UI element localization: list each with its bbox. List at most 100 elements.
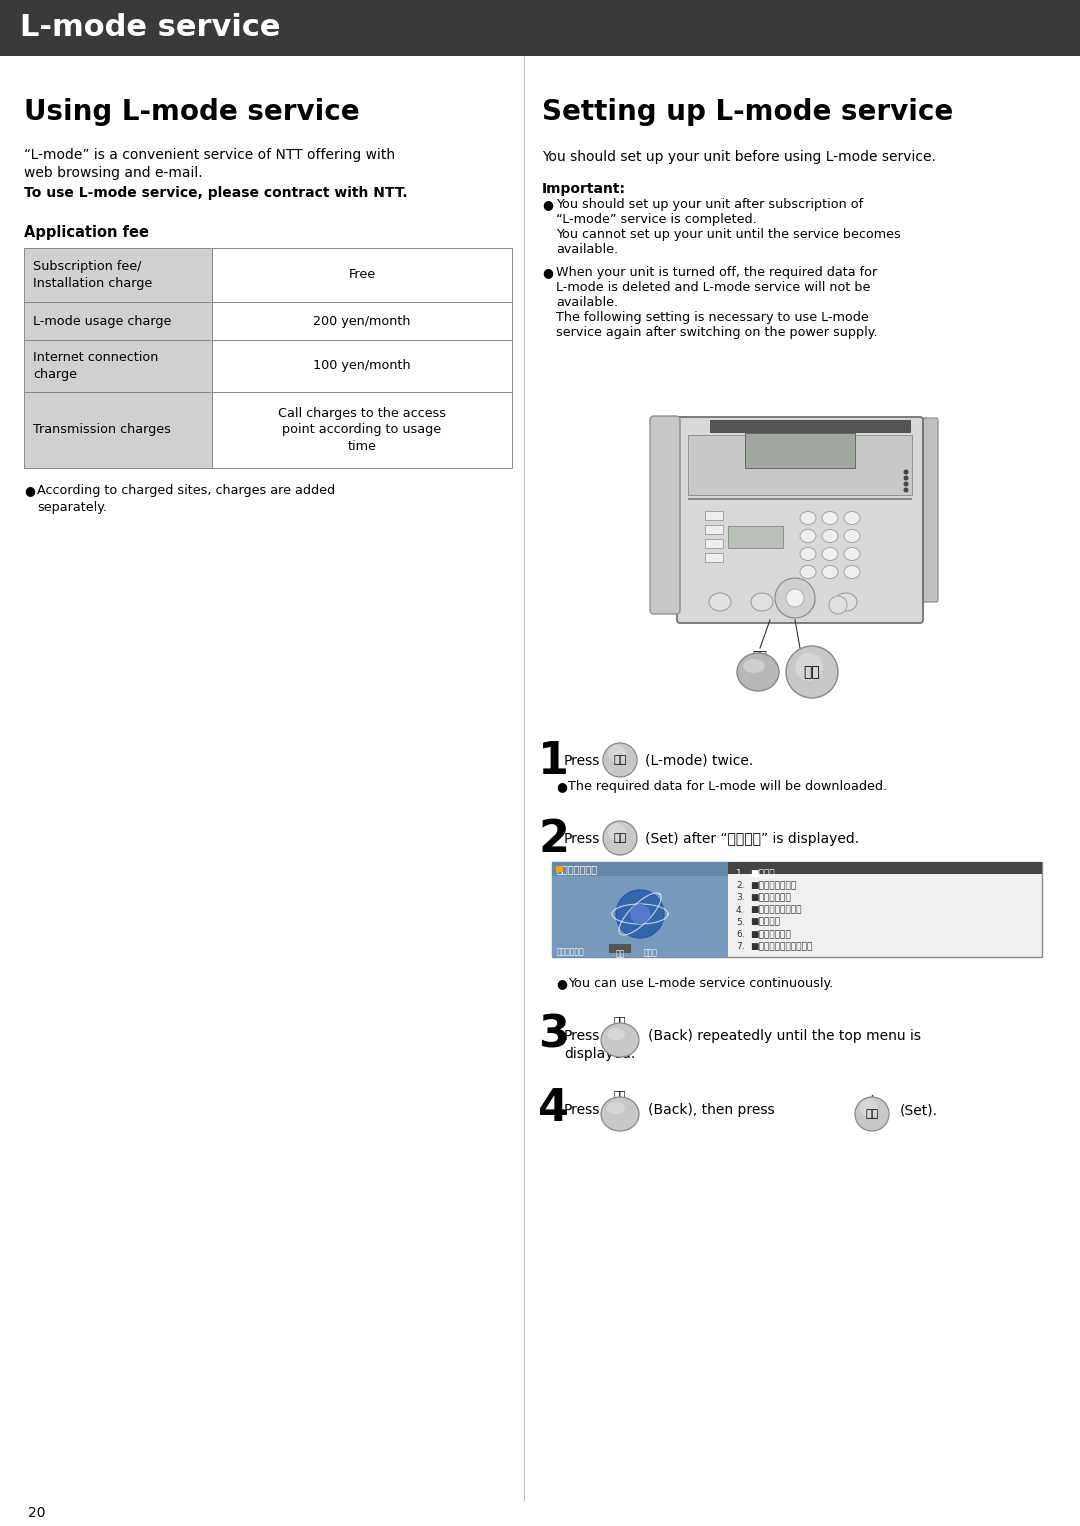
Ellipse shape xyxy=(800,530,816,543)
Bar xyxy=(705,525,723,534)
Text: 3.: 3. xyxy=(735,893,744,902)
Text: Press: Press xyxy=(564,754,600,768)
Circle shape xyxy=(608,823,626,841)
Text: 7.: 7. xyxy=(735,942,744,951)
Ellipse shape xyxy=(822,530,838,543)
Text: ■松下電器「家電通信」: ■松下電器「家電通信」 xyxy=(750,942,812,951)
Bar xyxy=(212,340,512,392)
Ellipse shape xyxy=(800,566,816,578)
Text: 戻る: 戻る xyxy=(613,1090,626,1099)
Text: Important:: Important: xyxy=(542,182,626,195)
Text: L-mode usage charge: L-mode usage charge xyxy=(33,314,172,328)
Ellipse shape xyxy=(843,530,860,543)
Text: The following setting is necessary to use L-mode: The following setting is necessary to us… xyxy=(556,311,868,324)
Text: ■メール: ■メール xyxy=(750,868,774,877)
Bar xyxy=(688,435,912,494)
Bar xyxy=(745,433,855,468)
Text: 3: 3 xyxy=(538,1013,569,1056)
Text: (Set) after “設定完了” is displayed.: (Set) after “設定完了” is displayed. xyxy=(645,832,859,845)
Bar xyxy=(24,249,212,302)
Bar xyxy=(0,0,1080,56)
Text: available.: available. xyxy=(556,296,618,308)
FancyBboxPatch shape xyxy=(650,417,680,613)
Ellipse shape xyxy=(800,511,816,525)
Ellipse shape xyxy=(600,1022,639,1058)
Text: (Back) repeatedly until the top menu is: (Back) repeatedly until the top menu is xyxy=(648,1029,921,1042)
Text: を押す: を押す xyxy=(644,948,658,957)
Text: 決定: 決定 xyxy=(804,665,821,679)
Text: Free: Free xyxy=(349,269,376,281)
Circle shape xyxy=(630,903,650,925)
Bar xyxy=(705,552,723,562)
Bar xyxy=(609,945,631,954)
Bar xyxy=(24,392,212,468)
Text: 戻る: 戻る xyxy=(752,650,767,662)
Ellipse shape xyxy=(843,511,860,525)
Text: Press: Press xyxy=(564,1029,600,1042)
Text: service again after switching on the power supply.: service again after switching on the pow… xyxy=(556,327,877,339)
Text: You should set up your unit after subscription of: You should set up your unit after subscr… xyxy=(556,198,863,211)
Text: To use L-mode service, please contract with NTT.: To use L-mode service, please contract w… xyxy=(24,186,407,200)
Text: ■アドレス入力検索: ■アドレス入力検索 xyxy=(750,905,801,914)
FancyBboxPatch shape xyxy=(916,418,939,601)
Circle shape xyxy=(608,745,626,763)
Text: You should set up your unit before using L-mode service.: You should set up your unit before using… xyxy=(542,150,936,163)
Text: ■マイメニュー: ■マイメニュー xyxy=(750,893,791,902)
Circle shape xyxy=(786,589,804,607)
Ellipse shape xyxy=(835,594,858,610)
Text: 2: 2 xyxy=(538,818,569,861)
Circle shape xyxy=(795,653,823,681)
Bar xyxy=(212,249,512,302)
Text: displayed.: displayed. xyxy=(564,1047,635,1061)
FancyBboxPatch shape xyxy=(677,417,923,623)
Text: Press: Press xyxy=(564,1103,600,1117)
Bar xyxy=(556,865,563,871)
Circle shape xyxy=(904,476,908,481)
Circle shape xyxy=(603,821,637,855)
Ellipse shape xyxy=(607,1102,625,1114)
Text: available.: available. xyxy=(556,243,618,256)
Ellipse shape xyxy=(800,548,816,560)
Text: “L-mode” is a convenient service of NTT offering with: “L-mode” is a convenient service of NTT … xyxy=(24,148,395,162)
Ellipse shape xyxy=(843,566,860,578)
Circle shape xyxy=(775,578,815,618)
Text: 項目を選んで: 項目を選んで xyxy=(557,948,584,955)
Text: You cannot set up your unit until the service becomes: You cannot set up your unit until the se… xyxy=(556,227,901,241)
Text: Using L-mode service: Using L-mode service xyxy=(24,98,360,127)
Bar xyxy=(24,340,212,392)
Bar xyxy=(705,539,723,548)
Text: (L-mode) twice.: (L-mode) twice. xyxy=(645,754,753,768)
Text: 6.: 6. xyxy=(735,929,744,938)
Circle shape xyxy=(904,482,908,487)
Circle shape xyxy=(860,1099,878,1117)
Circle shape xyxy=(786,645,838,697)
Text: Subscription fee/
Installation charge: Subscription fee/ Installation charge xyxy=(33,259,152,290)
Ellipse shape xyxy=(793,594,815,610)
Text: ●: ● xyxy=(556,977,567,990)
Bar xyxy=(710,420,910,432)
Bar xyxy=(24,302,212,340)
Bar xyxy=(688,497,912,501)
Ellipse shape xyxy=(743,659,765,673)
Text: 4.: 4. xyxy=(735,905,744,914)
Text: 20: 20 xyxy=(28,1506,45,1520)
Text: 1.: 1. xyxy=(735,868,744,877)
Circle shape xyxy=(603,743,637,777)
Ellipse shape xyxy=(822,548,838,560)
Text: 決定: 決定 xyxy=(865,1109,879,1119)
Bar xyxy=(728,526,783,548)
Text: 決定: 決定 xyxy=(613,833,626,842)
Text: Call charges to the access
point according to usage
time: Call charges to the access point accordi… xyxy=(278,406,446,453)
Circle shape xyxy=(904,487,908,493)
Text: 決定: 決定 xyxy=(613,755,626,765)
Bar xyxy=(552,862,1042,957)
Text: Press: Press xyxy=(564,832,600,845)
Bar xyxy=(212,392,512,468)
Text: L-mode service: L-mode service xyxy=(21,14,281,43)
Circle shape xyxy=(904,470,908,475)
Text: トップメニュー: トップメニュー xyxy=(557,864,598,874)
Text: 2.: 2. xyxy=(735,881,744,890)
Bar xyxy=(705,511,723,520)
Text: The required data for L-mode will be downloaded.: The required data for L-mode will be dow… xyxy=(568,780,887,794)
Circle shape xyxy=(616,890,664,938)
